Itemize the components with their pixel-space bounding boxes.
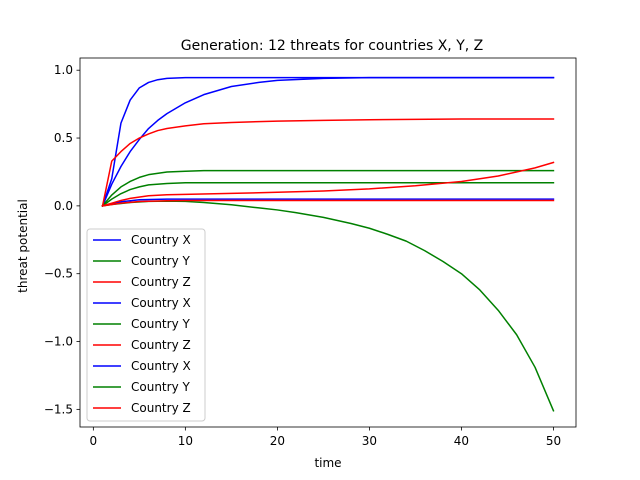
series-line-9: [101, 199, 555, 207]
series-line-8: [101, 161, 555, 207]
legend-label: Country Z: [131, 275, 191, 289]
y-tick-label: −1.0: [44, 335, 73, 349]
series-line-3: [101, 198, 555, 207]
legend: Country X Country Y Country Z Country X Coun…: [86, 228, 206, 422]
x-tick-label: 20: [270, 434, 285, 448]
legend-label: Country Z: [131, 338, 191, 352]
y-axis-title: threat potential: [16, 199, 30, 293]
x-tick-label: 10: [178, 434, 193, 448]
y-tick-label: 1.0: [54, 63, 73, 77]
legend-label: Country Y: [131, 317, 190, 331]
x-tick-label: 40: [454, 434, 469, 448]
y-tick-label: 0.5: [54, 131, 73, 145]
x-axis-title: time: [314, 456, 341, 470]
series-lines: [101, 76, 555, 412]
series-line-5: [101, 182, 555, 207]
y-tick-label: −0.5: [44, 267, 73, 281]
legend-box: [86, 228, 206, 422]
axes-frame: [79, 57, 577, 428]
legend-label: Country Y: [131, 254, 190, 268]
chart-title: Generation: 12 threats for countries X, …: [181, 38, 484, 54]
x-tick-label: 50: [546, 434, 561, 448]
legend-label: Country X: [131, 296, 191, 310]
y-tick-label: 0.0: [54, 199, 73, 213]
legend-label: Country X: [131, 233, 191, 247]
series-line-2: [101, 76, 555, 207]
x-tick-label: 0: [90, 434, 98, 448]
series-line-4: [101, 169, 555, 207]
axes: 0 10 20 30 40 50 −1.5 −1.0 −0.5 0.0 0.5 1.0: [44, 57, 577, 448]
x-tick-label: 30: [362, 434, 377, 448]
y-tick-label: −1.5: [44, 402, 73, 416]
legend-label: Country X: [131, 359, 191, 373]
legend-label: Country Z: [131, 401, 191, 415]
series-line-7: [101, 118, 555, 207]
legend-label: Country Y: [131, 380, 190, 394]
